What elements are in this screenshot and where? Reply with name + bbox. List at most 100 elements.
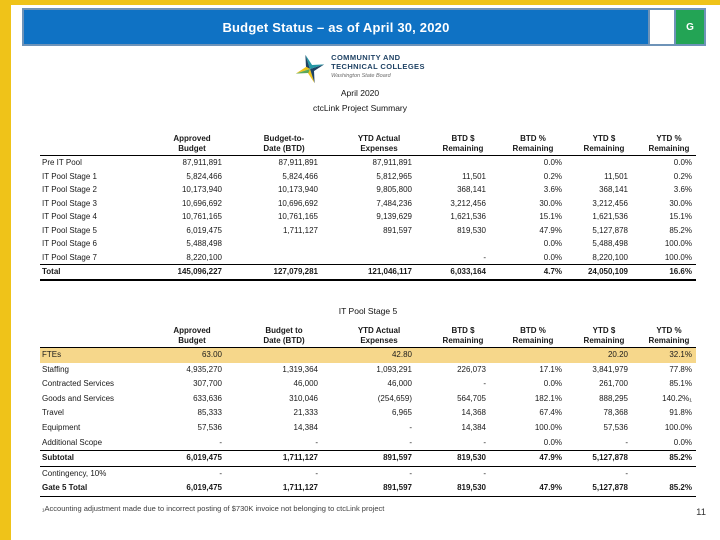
logo-subline: Washington State Board: [331, 73, 391, 79]
table-row: FTEs 63.00 42.80 20.20 32.1%: [40, 347, 696, 363]
table-cell: Contingency, 10%: [42, 468, 107, 478]
table-cell: 1,621,536: [592, 212, 628, 221]
table-cell: [426, 156, 500, 170]
table-row: Contingency, 10% - - - - -: [40, 466, 696, 481]
table-cell: 3.6%: [673, 185, 692, 194]
table-cell: 87,911,891: [278, 158, 318, 167]
table-cell: 3,841,979: [592, 364, 628, 374]
table-row: Pre IT Pool 87,911,891 87,911,891 87,911,89…: [40, 156, 696, 170]
table-cell: -: [409, 422, 412, 432]
column-header: BTD $ Remaining: [426, 320, 500, 348]
column-header: YTD % Remaining: [642, 320, 696, 348]
gold-left-border: [0, 0, 11, 540]
table-cell: -: [483, 252, 486, 262]
table-header-row: Approved Budget Budget to Date (BTD) YTD A…: [40, 320, 696, 348]
table-cell: 1,711,127: [283, 225, 318, 235]
table-cell: -: [483, 468, 486, 478]
table-row: IT Pool Stage 3 10,696,692 10,696,692 7,484…: [40, 197, 696, 211]
table-cell: [566, 156, 642, 170]
table-cell: 8,220,100: [186, 252, 222, 262]
table-cell: 6,019,475: [148, 450, 236, 467]
table-cell: 3,212,456: [450, 198, 486, 208]
table-cell: [236, 237, 332, 251]
table-cell: 6,019,475: [186, 225, 222, 235]
table-cell: 8,220,100: [592, 252, 628, 262]
table-cell: 17.1%: [539, 364, 562, 374]
column-header: YTD Actual Expenses: [332, 320, 426, 348]
table-cell: 819,530: [426, 481, 500, 497]
table-cell: Total: [40, 264, 148, 281]
table-cell: 5,824,466: [282, 171, 318, 181]
table-cell: 145,096,227: [148, 264, 236, 281]
table-cell: 127,079,281: [236, 264, 332, 281]
subtitle-project: ctcLink Project Summary: [313, 103, 407, 113]
table-cell: [236, 347, 332, 363]
table-cell: 0.0%: [543, 158, 562, 167]
logo-text: COMMUNITY AND TECHNICAL COLLEGES Washing…: [331, 53, 425, 89]
table-row: Subtotal 6,019,475 1,711,127 891,597 819,530…: [40, 450, 696, 467]
table-cell: 182.1%: [534, 393, 562, 403]
column-header: Budget-to- Date (BTD): [236, 128, 332, 156]
table-cell: 57,536: [603, 422, 628, 432]
table-cell: -: [409, 437, 412, 447]
table-cell: Pre IT Pool: [42, 158, 82, 167]
table-cell: 0.0%: [543, 379, 562, 389]
table-cell: 16.6%: [642, 264, 696, 281]
table-cell: [236, 251, 332, 265]
column-header: Approved Budget: [148, 320, 236, 348]
table-cell: 5,127,878: [566, 481, 642, 497]
table-cell: 121,046,117: [332, 264, 426, 281]
page-number: 11: [696, 507, 706, 518]
table-row: IT Pool Stage 1 5,824,466 5,824,466 5,812,9…: [40, 170, 696, 184]
table-cell: 1,093,291: [376, 364, 412, 374]
table-cell: 42.80: [332, 347, 426, 363]
column-header: [40, 320, 148, 348]
table-cell: 47.9%: [500, 450, 566, 467]
table-cell: 14,384: [293, 422, 318, 432]
table-cell: 10,696,692: [181, 198, 222, 208]
column-header: BTD % Remaining: [500, 320, 566, 348]
table-cell: (254,659): [377, 393, 412, 403]
table-cell: [332, 251, 426, 265]
table-cell: 11,501: [604, 171, 628, 181]
table-cell: 20.20: [566, 347, 642, 363]
table-cell: 11,501: [462, 171, 486, 181]
table-cell: 5,812,965: [376, 171, 412, 181]
table-cell: 0.0%: [543, 239, 562, 248]
title-bar-blue: Budget Status – as of April 30, 2020: [24, 10, 648, 44]
table-cell: Additional Scope: [42, 437, 103, 447]
table-cell: 10,696,692: [277, 198, 318, 208]
table-cell: 1,711,127: [236, 481, 332, 497]
table-cell: 85.2%: [642, 481, 696, 497]
table-cell: 10,761,165: [181, 212, 222, 221]
table-cell: Subtotal: [40, 450, 148, 467]
page-title: Budget Status – as of April 30, 2020: [222, 19, 450, 35]
table-cell: Equipment: [42, 422, 81, 432]
table-cell: 91.8%: [669, 408, 692, 418]
table-cell: 14,368: [461, 408, 486, 418]
table-cell: -: [315, 437, 318, 447]
table-cell: 47.9%: [500, 481, 566, 497]
table-cell: 5,488,498: [186, 239, 222, 248]
table-cell: 10,173,940: [277, 185, 318, 194]
table-cell: 891,597: [332, 481, 426, 497]
table-cell: 85.2%: [642, 450, 696, 467]
table-cell: 9,139,629: [376, 212, 412, 221]
table-cell: IT Pool Stage 7: [42, 252, 97, 262]
table-cell: 5,488,498: [592, 239, 628, 248]
table-cell: Gate 5 Total: [40, 481, 148, 497]
sbctc-starburst-icon: [295, 54, 325, 89]
table-cell: -: [483, 379, 486, 389]
table-cell: 24,050,109: [566, 264, 642, 281]
table-row: Staffing 4,935,270 1,319,364 1,093,291 226,0…: [40, 363, 696, 378]
column-header: YTD $ Remaining: [566, 128, 642, 156]
logo-line1: COMMUNITY AND: [331, 53, 401, 62]
table-row: IT Pool Stage 6 5,488,498 0.0% 5,488,498 100…: [40, 237, 696, 251]
table-row: Contracted Services 307,700 46,000 46,000 - 0…: [40, 377, 696, 392]
gold-top-border: [0, 0, 720, 5]
table-cell: 67.4%: [539, 408, 562, 418]
table-cell: 5,127,878: [566, 450, 642, 467]
table-cell: 77.8%: [669, 364, 692, 374]
table-cell: 310,046: [289, 393, 318, 403]
